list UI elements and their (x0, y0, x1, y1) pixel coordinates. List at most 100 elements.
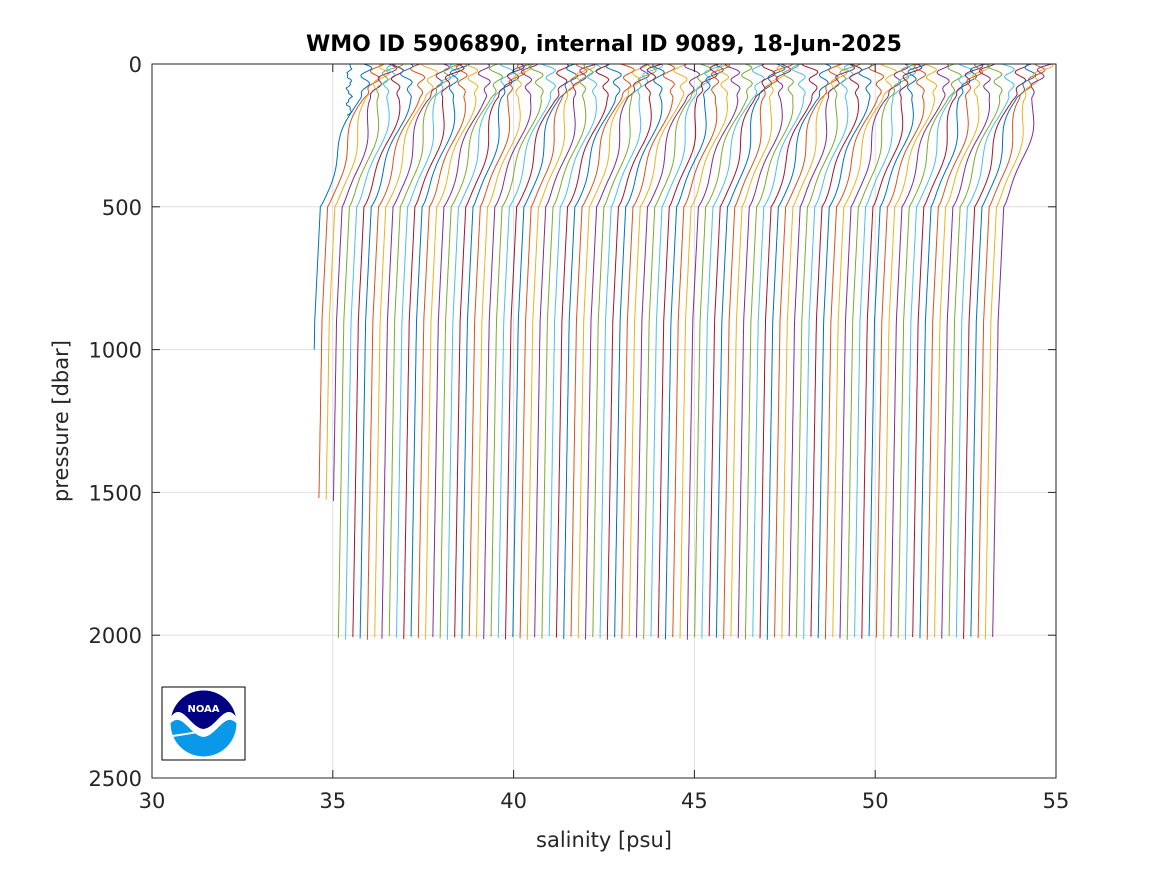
y-tick-label: 2000 (89, 624, 142, 648)
profile-line (694, 63, 753, 638)
profile-line (432, 63, 491, 637)
profile-line (439, 63, 504, 639)
profile-line (454, 63, 525, 638)
profile-line (679, 63, 730, 639)
profile-line (643, 63, 712, 640)
x-tick-label: 40 (500, 789, 527, 813)
svg-text:NOAA: NOAA (187, 704, 219, 715)
profile-line (555, 63, 610, 638)
profile-line (948, 63, 1003, 637)
profile-line (955, 63, 1016, 638)
profiles-layer (313, 63, 1054, 640)
profile-line (614, 63, 665, 638)
profile-line (832, 63, 897, 638)
profile-line (883, 63, 938, 640)
profile-line (446, 63, 515, 640)
profile-line (410, 63, 471, 637)
profile-line (839, 63, 910, 639)
profile-line (417, 63, 468, 639)
profile-line (425, 63, 479, 640)
profile-line (941, 63, 996, 639)
profile-line (963, 63, 1028, 640)
profile-line (846, 63, 917, 640)
profile-line (563, 63, 622, 640)
profile-line (708, 63, 776, 637)
profile-line (904, 63, 974, 640)
profile-line (318, 63, 385, 499)
profile-line (803, 63, 854, 640)
profile-line (810, 63, 863, 637)
profile-line (912, 63, 984, 637)
profile-line (788, 63, 856, 637)
profile-line (635, 63, 701, 638)
profile-line (592, 63, 657, 637)
profile-line (337, 63, 404, 639)
profile-line (781, 63, 848, 639)
profile-line (599, 63, 664, 639)
profile-line (461, 63, 531, 639)
profile-line (585, 63, 650, 640)
profile-line (345, 63, 354, 116)
profile-line (665, 63, 724, 640)
profile-line (388, 63, 460, 637)
profile-line (366, 63, 426, 640)
chart-title: WMO ID 5906890, internal ID 9089, 18-Jun… (306, 32, 902, 57)
profile-line (737, 63, 792, 639)
x-axis-label: salinity [psu] (536, 828, 672, 852)
axes-box (151, 63, 1057, 779)
profile-line (621, 63, 676, 639)
profile-line (795, 63, 861, 638)
profile-line (490, 63, 544, 637)
profile-line (890, 63, 950, 637)
profile-line (745, 63, 800, 640)
profile-line (868, 63, 928, 637)
profile-line (534, 63, 598, 638)
profile-line (345, 63, 397, 640)
profile-line (628, 63, 688, 637)
profile-line (919, 63, 987, 639)
y-tick-label: 500 (102, 196, 142, 220)
profile-line (541, 63, 594, 639)
profile-line (701, 63, 765, 639)
profile-line (381, 63, 450, 639)
profile-line (374, 63, 439, 638)
profile-line (577, 63, 648, 639)
profile-line (926, 63, 984, 640)
x-tick-label: 35 (319, 789, 346, 813)
profile-line (766, 63, 832, 640)
profile-line (483, 63, 539, 640)
y-tick-label: 2500 (89, 767, 142, 791)
profile-line (875, 63, 927, 638)
profile-line (759, 63, 819, 639)
profile-line (861, 63, 923, 639)
y-tick-label: 1500 (89, 481, 142, 505)
profile-line (650, 63, 723, 637)
ticks-layer: 30 35 40 45 50 55 0 500 1000 1500 2000 2500 (89, 53, 1070, 813)
profile-line (313, 63, 373, 350)
profile-line (715, 63, 786, 638)
profile-line (526, 63, 596, 640)
profile-line (497, 63, 556, 639)
profile-line (854, 63, 917, 638)
x-tick-label: 45 (681, 789, 708, 813)
profile-line (686, 63, 741, 640)
profile-line (468, 63, 526, 637)
profile-line (359, 63, 414, 639)
profile-line (352, 63, 404, 637)
profile-line (672, 63, 731, 637)
profile-line (332, 63, 398, 501)
profile-line (403, 63, 465, 640)
profile-line (505, 63, 570, 640)
profile-line (730, 63, 786, 637)
profile-line (548, 63, 602, 637)
profile-line (657, 63, 720, 639)
noaa-logo-icon: NOAA (161, 686, 246, 761)
y-axis-label: pressure [dbar] (49, 340, 73, 502)
y-tick-label: 1000 (89, 339, 142, 363)
profile-line (606, 63, 663, 640)
profile-line (723, 63, 794, 640)
profile-line (570, 63, 635, 637)
profile-line (897, 63, 962, 639)
